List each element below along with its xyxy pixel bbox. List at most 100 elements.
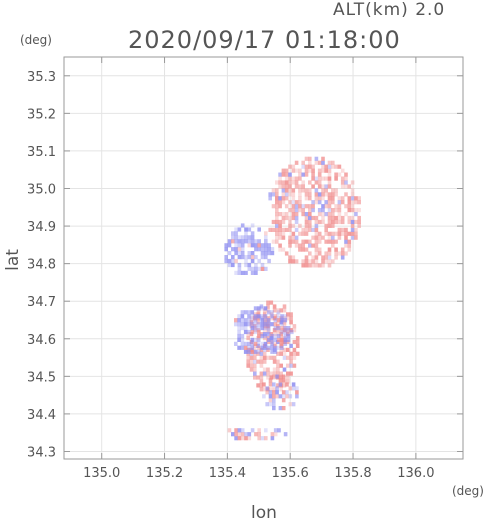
echo-cell-positive: [265, 390, 269, 395]
echo-cell-negative: [286, 337, 291, 342]
echo-cell-positive: [334, 204, 338, 209]
echo-cell-positive: [278, 204, 282, 209]
plot-border: [63, 56, 464, 460]
echo-cell-positive: [354, 219, 358, 225]
echo-cell-negative: [286, 333, 291, 339]
echo-cell-positive: [344, 204, 348, 209]
echo-cell-positive: [253, 363, 257, 368]
echo-cell-negative: [289, 363, 293, 368]
echo-cell-positive: [262, 387, 267, 392]
echo-cell-positive: [314, 196, 319, 201]
echo-cell-positive: [334, 176, 338, 181]
echo-cell-negative: [290, 329, 294, 335]
echo-cell-positive: [301, 263, 305, 268]
echo-cell-positive: [285, 394, 289, 399]
echo-cell-positive: [281, 390, 286, 395]
echo-cell-negative: [244, 231, 248, 236]
echo-cell-positive: [344, 172, 348, 177]
y-axis-unit: (deg): [20, 33, 52, 47]
echo-cell-positive: [311, 164, 315, 169]
echo-cell-positive: [291, 192, 296, 197]
echo-cell-positive: [256, 359, 260, 364]
echo-cell-positive: [334, 251, 338, 256]
echo-cell-positive: [278, 247, 282, 252]
echo-cell-positive: [340, 219, 345, 225]
echo-cell-negative: [250, 318, 255, 323]
echo-cell-negative: [243, 341, 248, 346]
echo-cell-positive: [317, 184, 322, 189]
echo-cell-negative: [247, 432, 252, 437]
echo-cell-positive: [327, 180, 332, 185]
echo-cell-positive: [240, 432, 245, 437]
echo-cell-positive: [291, 164, 296, 169]
echo-cell-positive: [257, 243, 261, 248]
echo-cell-negative: [260, 326, 264, 331]
echo-cell-positive: [280, 337, 284, 342]
echo-cell-positive: [253, 355, 257, 360]
echo-cell-positive: [314, 243, 319, 248]
echo-cell-positive: [291, 239, 296, 244]
echo-cell-positive: [340, 176, 345, 181]
echo-cell-positive: [304, 219, 309, 225]
echo-cell-positive: [294, 239, 299, 244]
echo-cell-positive: [317, 251, 322, 256]
echo-cell-positive: [281, 196, 286, 201]
echo-cell-positive: [294, 160, 299, 165]
echo-cell-positive: [308, 160, 312, 165]
echo-cell-positive: [292, 324, 297, 329]
echo-cell-negative: [237, 322, 241, 327]
echo-cell-negative: [270, 345, 274, 350]
y-tick-label-10: 35.3: [27, 70, 56, 85]
echo-cell-positive: [279, 332, 283, 337]
echo-cell-positive: [327, 176, 332, 181]
echo-cell-positive: [344, 227, 348, 232]
echo-cell-positive: [276, 371, 280, 376]
echo-cell-negative: [268, 402, 273, 407]
echo-cell-positive: [350, 223, 355, 228]
echo-cell-positive: [314, 247, 319, 252]
echo-cell-positive: [311, 172, 315, 177]
echo-cell-positive: [314, 259, 319, 264]
echo-cell-negative: [231, 247, 235, 252]
echo-cell-negative: [270, 322, 274, 327]
echo-cell-positive: [311, 243, 315, 248]
echo-cell-positive: [314, 251, 319, 256]
echo-cell-negative: [317, 208, 322, 213]
echo-cell-positive: [284, 168, 289, 173]
echo-cell-positive: [272, 359, 277, 364]
echo-cell-positive: [286, 347, 290, 352]
echo-cell-positive: [317, 219, 322, 225]
echo-cell-negative: [280, 345, 284, 350]
echo-cell-positive: [344, 243, 348, 248]
echo-cell-positive: [324, 192, 328, 197]
echo-cell-positive: [289, 328, 293, 333]
y-tick-label-8: 35.1: [27, 145, 56, 160]
echo-cell-positive: [278, 231, 282, 236]
echo-cell-positive: [240, 436, 245, 441]
echo-cell-negative: [278, 196, 282, 201]
echo-cell-negative: [264, 247, 268, 252]
echo-cell-positive: [311, 259, 315, 264]
echo-cell-positive: [295, 339, 300, 345]
echo-cell-negative: [253, 318, 258, 323]
echo-cell-negative: [259, 351, 264, 356]
echo-cell-positive: [249, 359, 254, 364]
echo-cell-negative: [283, 333, 288, 339]
echo-cell-negative: [244, 235, 248, 240]
echo-cell-positive: [282, 383, 287, 388]
echo-cell-positive: [311, 168, 315, 173]
echo-cell-positive: [298, 196, 302, 201]
echo-cell-negative: [227, 262, 232, 268]
echo-cell-negative: [250, 341, 255, 346]
echo-cell-positive: [347, 239, 352, 244]
echo-cell-negative: [262, 332, 267, 337]
echo-cell-negative: [260, 345, 264, 350]
echo-cell-positive: [288, 402, 293, 407]
echo-cell-negative: [237, 266, 242, 271]
echo-cell-negative: [321, 160, 325, 165]
echo-cell-positive: [278, 227, 282, 232]
echo-cell-positive: [279, 375, 283, 380]
echo-cell-positive: [253, 324, 257, 329]
echo-cell-negative: [224, 255, 228, 260]
echo-cell-negative: [247, 266, 252, 271]
